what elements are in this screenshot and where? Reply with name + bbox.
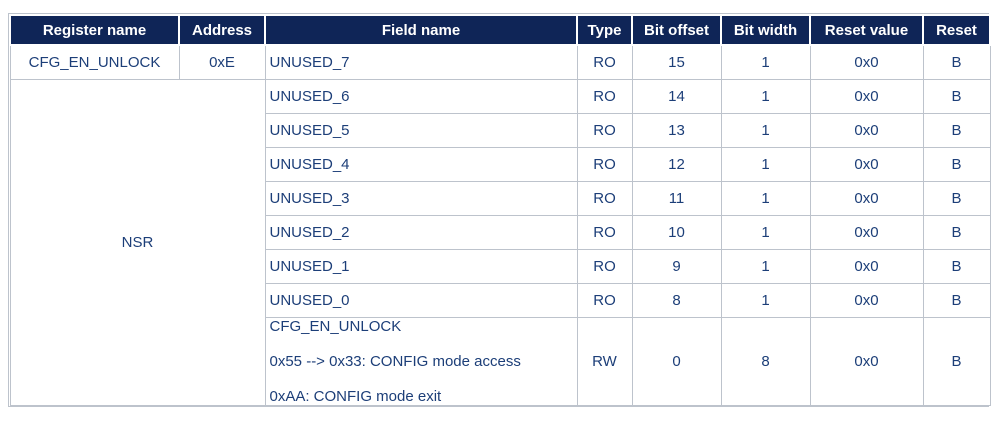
cell-bit-width: 1	[720, 283, 811, 318]
cell-reset-value: 0x0	[809, 79, 924, 114]
register-table-container: Register name Address Field name Type Bi…	[8, 13, 991, 407]
register-description-table: Register name Address Field name Type Bi…	[9, 14, 991, 406]
cell-reset: B	[922, 181, 991, 216]
cell-bit-width: 1	[720, 181, 811, 216]
cell-reset: B	[922, 283, 991, 318]
cell-type: RO	[576, 113, 633, 148]
column-header-reset-value: Reset value	[809, 14, 924, 46]
cell-reset: B	[922, 249, 991, 284]
cell-field-name-description: CFG_EN_UNLOCK 0x55 --> 0x33: CONFIG mode…	[264, 317, 578, 406]
cell-field-name: UNUSED_3	[264, 181, 578, 216]
cell-type: RW	[576, 317, 633, 406]
cell-bit-width: 1	[720, 79, 811, 114]
table-row: CFG_EN_UNLOCK 0xE UNUSED_7 RO 15 1 0x0 B	[9, 44, 991, 80]
cell-type: RO	[576, 283, 633, 318]
column-header-bit-offset: Bit offset	[631, 14, 722, 46]
cell-bit-offset: 10	[631, 215, 722, 250]
cell-reset-value: 0x0	[809, 44, 924, 80]
table-row: UNUSED_2 RO 10 1 0x0 B	[10, 215, 991, 250]
column-header-address: Address	[178, 14, 266, 46]
cell-reset-value: 0x0	[809, 181, 924, 216]
table-header: Register name Address Field name Type Bi…	[9, 14, 991, 46]
cell-bit-offset: 11	[631, 181, 722, 216]
cell-bit-offset: 8	[631, 283, 722, 318]
cell-bit-width: 1	[720, 249, 811, 284]
table-row: NSR UNUSED_6 RO 14 1 0x0 B	[9, 79, 991, 406]
cell-field-name: UNUSED_2	[264, 215, 578, 250]
column-header-field-name: Field name	[264, 14, 578, 46]
table-body: CFG_EN_UNLOCK 0xE UNUSED_7 RO 15 1 0x0 B…	[9, 44, 991, 406]
cell-bit-offset: 13	[631, 113, 722, 148]
cell-reset-value: 0x0	[809, 249, 924, 284]
cell-reset: B	[922, 79, 991, 114]
table-row: UNUSED_0 RO 8 1 0x0 B	[10, 283, 991, 318]
field-line-name: CFG_EN_UNLOCK	[269, 318, 402, 336]
cell-address: 0xE	[178, 44, 266, 80]
cell-reset-value: 0x0	[809, 283, 924, 318]
cell-reset: B	[922, 113, 991, 148]
cell-reset-value: 0x0	[809, 317, 924, 406]
table-row: UNUSED_4 RO 12 1 0x0 B	[10, 147, 991, 182]
cell-reset-value: 0x0	[809, 215, 924, 250]
cell-bit-width: 1	[720, 113, 811, 148]
cell-reset-value: 0x0	[809, 147, 924, 182]
column-header-type: Type	[576, 14, 633, 46]
cell-bit-width: 8	[720, 317, 811, 406]
cell-bit-offset: 9	[631, 249, 722, 284]
column-header-reset: Reset	[922, 14, 991, 46]
cell-type: RO	[576, 215, 633, 250]
cell-reset: B	[922, 44, 991, 80]
cell-type: RO	[576, 147, 633, 182]
table-row: UNUSED_3 RO 11 1 0x0 B	[10, 181, 991, 216]
header-row: Register name Address Field name Type Bi…	[9, 14, 991, 46]
cell-register-name-nsr: NSR	[9, 79, 266, 406]
column-header-register-name: Register name	[9, 14, 180, 46]
cell-type: RO	[576, 44, 633, 80]
table-row: CFG_EN_UNLOCK 0x55 --> 0x33: CONFIG mode…	[10, 317, 991, 406]
cell-reset-value: 0x0	[809, 113, 924, 148]
cell-type: RO	[576, 181, 633, 216]
cell-bit-offset: 12	[631, 147, 722, 182]
cell-field-name: UNUSED_7	[264, 44, 578, 80]
field-line-exit: 0xAA: CONFIG mode exit	[269, 388, 442, 405]
cell-field-name: UNUSED_5	[264, 113, 578, 148]
cell-type: RO	[576, 249, 633, 284]
cell-field-name: UNUSED_0	[264, 283, 578, 318]
cell-reset: B	[922, 317, 991, 406]
cell-register-name: CFG_EN_UNLOCK	[9, 44, 180, 80]
cell-reset: B	[922, 147, 991, 182]
cell-reset: B	[922, 215, 991, 250]
cell-field-name: UNUSED_1	[264, 249, 578, 284]
table-row: UNUSED_1 RO 9 1 0x0 B	[10, 249, 991, 284]
cell-bit-width: 1	[720, 147, 811, 182]
cell-bit-width: 1	[720, 215, 811, 250]
table-row: UNUSED_5 RO 13 1 0x0 B	[10, 113, 991, 148]
field-line-access: 0x55 --> 0x33: CONFIG mode access	[269, 353, 521, 370]
cell-type: RO	[576, 79, 633, 114]
cell-field-name: UNUSED_6	[264, 79, 578, 114]
cell-field-name: UNUSED_4	[264, 147, 578, 182]
cell-bit-width: 1	[720, 44, 811, 80]
cell-bit-offset: 15	[631, 44, 722, 80]
cell-bit-offset: 0	[631, 317, 722, 406]
column-header-bit-width: Bit width	[720, 14, 811, 46]
cell-bit-offset: 14	[631, 79, 722, 114]
